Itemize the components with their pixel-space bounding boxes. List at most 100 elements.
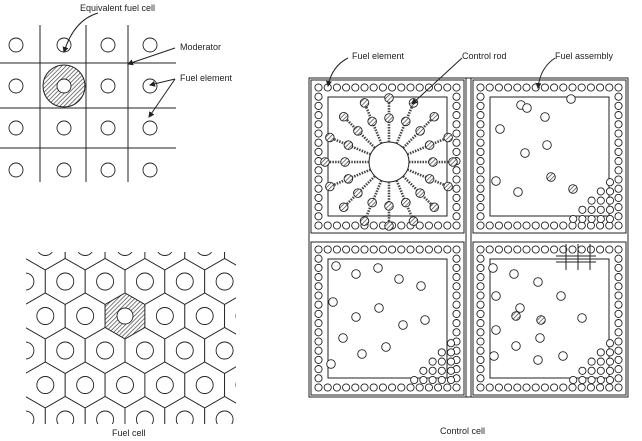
- fuel-pin: [476, 101, 485, 110]
- fuel-pin: [556, 291, 566, 301]
- fuel-pin: [452, 83, 461, 92]
- fuel-pin: [437, 375, 446, 385]
- hatched-fuel-pin: [424, 174, 435, 184]
- fuel-pin: [596, 196, 605, 205]
- fuel-pin: [314, 291, 323, 300]
- fuel-pin: [476, 291, 485, 300]
- hex-cell: [245, 328, 285, 374]
- fuel-pin: [394, 274, 404, 284]
- fuel-pin: [494, 245, 503, 254]
- fuel-pin: [513, 83, 522, 92]
- fuel-pin: [476, 282, 485, 291]
- fuel-pin: [100, 78, 116, 94]
- fuel-pin: [215, 341, 234, 360]
- fuel-pin: [614, 184, 623, 193]
- fuel-pin: [531, 221, 540, 230]
- fuel-pin: [415, 221, 424, 230]
- fuel-pin: [369, 83, 378, 92]
- fuel-pin: [424, 83, 433, 92]
- fuel-pin: [0, 377, 14, 394]
- hex-cell: [0, 224, 25, 270]
- fuel-pin: [369, 383, 378, 392]
- fuel-pin: [314, 337, 323, 346]
- fuel-pin: [614, 203, 623, 212]
- fuel-pin: [491, 325, 501, 335]
- fuel-pin: [513, 221, 522, 230]
- hatched-fuel-pin: [536, 315, 546, 325]
- fuel-assembly-boundary: [310, 241, 465, 396]
- fuel-assembly-inner-boundary: [489, 258, 610, 379]
- fuel-pin: [142, 37, 158, 53]
- hatched-fuel-pin: [429, 111, 440, 122]
- fuel-pin: [605, 214, 615, 224]
- fuel-pin: [540, 221, 549, 230]
- hex-cell: [245, 259, 285, 305]
- fuel-pin: [428, 357, 437, 366]
- fuel-pin: [369, 245, 378, 254]
- fuel-pin: [522, 221, 531, 230]
- fuel-pin: [587, 205, 596, 214]
- fuel-pin: [504, 83, 513, 92]
- fuel-pin: [476, 175, 485, 184]
- fuel-pin: [614, 245, 623, 254]
- fuel-pin: [614, 328, 623, 337]
- fuel-pin: [434, 383, 443, 392]
- fuel-pin: [476, 221, 485, 230]
- hatched-fuel-pin: [367, 116, 377, 127]
- fuel-pin: [578, 366, 587, 375]
- fuel-pin: [452, 291, 461, 300]
- fuel-pin: [515, 303, 525, 313]
- fuel-pin: [605, 245, 614, 254]
- hatched-fuel-pin: [443, 132, 453, 143]
- control-cell: [308, 77, 629, 398]
- fuel-pin: [476, 263, 485, 272]
- fuel-pin: [437, 366, 446, 375]
- fuel-pin: [522, 383, 531, 392]
- fuel-pin: [332, 83, 341, 92]
- fuel-pin: [117, 252, 133, 256]
- hatched-fuel-pin: [408, 216, 419, 226]
- fuel-pin: [56, 341, 75, 360]
- fuel-pin: [476, 120, 485, 129]
- fuel-pin: [351, 269, 361, 279]
- fuel-pin: [397, 221, 406, 230]
- fuel-pin: [614, 282, 623, 291]
- fuel-pin: [276, 239, 293, 256]
- fuel-pin: [314, 346, 323, 355]
- leader-control-rod: [411, 57, 463, 105]
- fuel-pin: [406, 83, 415, 92]
- hex-cell: [0, 397, 6, 441]
- fuel-assembly-inner-boundary: [489, 96, 610, 217]
- fuel-pin: [323, 383, 332, 392]
- fuel-pin: [398, 320, 408, 330]
- fuel-pin: [476, 92, 485, 101]
- fuel-pin: [476, 157, 485, 166]
- fuel-pin: [332, 245, 341, 254]
- fuel-pin: [614, 92, 623, 101]
- fuel-pin: [388, 245, 397, 254]
- hex-cell: [324, 397, 364, 441]
- fuel-pin: [446, 348, 456, 357]
- label-equivalent-fuel-cell: Equivalent fuel cell: [80, 3, 155, 13]
- fuel-pin: [452, 203, 461, 212]
- fuel-pin: [485, 221, 494, 230]
- fuel-assembly-boundary: [472, 79, 627, 234]
- fuel-pin: [559, 83, 568, 92]
- hatched-fuel-pin: [448, 157, 458, 167]
- hex-cell: [45, 190, 85, 236]
- fuel-pin: [116, 376, 134, 394]
- fuel-pin: [342, 383, 351, 392]
- label-fuel-element-control: Fuel element: [352, 51, 405, 61]
- fuel-pin: [614, 83, 623, 92]
- fuel-pin: [614, 383, 623, 392]
- fuel-pin: [135, 410, 154, 424]
- fuel-pin: [485, 245, 494, 254]
- fuel-pin: [378, 83, 387, 92]
- fuel-pin: [452, 245, 461, 254]
- fuel-pin: [596, 357, 605, 366]
- fuel-pin: [550, 383, 559, 392]
- fuel-pin: [586, 83, 595, 92]
- fuel-pin: [378, 383, 387, 392]
- fuel-pin: [476, 129, 485, 138]
